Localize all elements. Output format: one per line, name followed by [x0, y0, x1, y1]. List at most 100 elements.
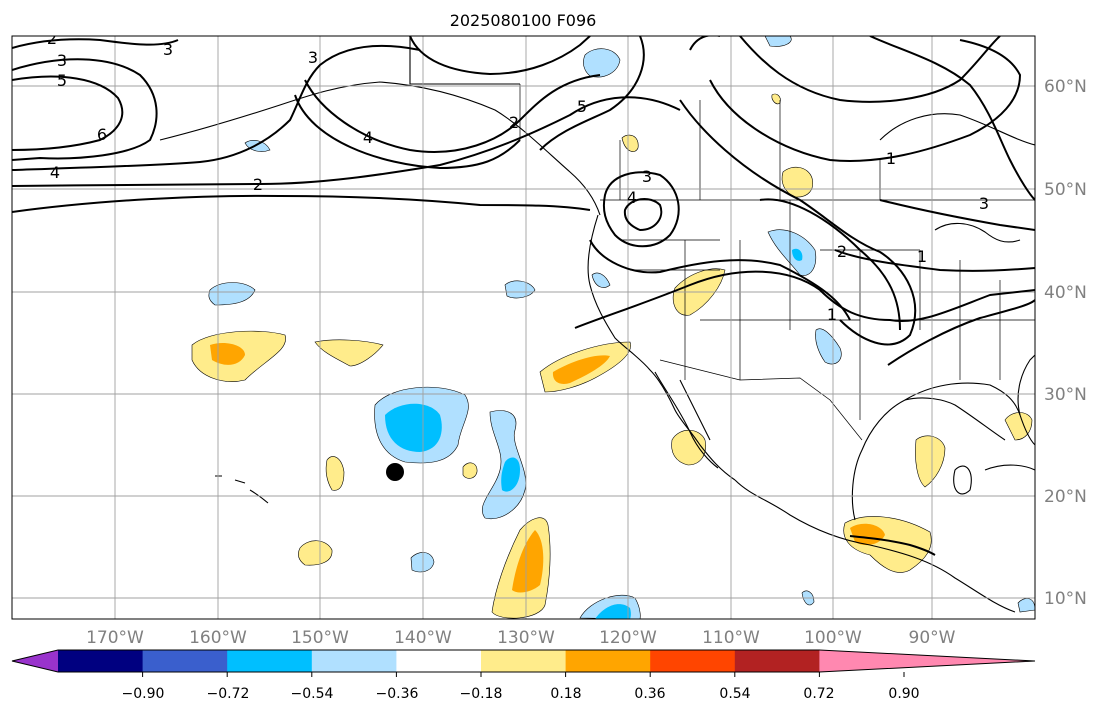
contour-line: [294, 94, 521, 170]
colorbar-segment: [142, 650, 228, 672]
contour-line: [12, 194, 591, 213]
negative-patch: [208, 282, 256, 306]
colorbar-segment: [734, 650, 820, 672]
contour-lines: [12, 36, 1035, 556]
contour-label: 3: [163, 40, 173, 59]
contour-line: [12, 58, 158, 161]
negative-patch: [1017, 598, 1035, 613]
colorbar-extend-max: [819, 650, 1035, 672]
negative-patch: [410, 552, 435, 573]
lat-label: 50°N: [1044, 180, 1087, 200]
contour-line: [12, 44, 421, 171]
contour-line: [589, 239, 851, 321]
contour-label: 2: [47, 29, 57, 48]
contour-line: [12, 96, 681, 187]
contour-label: 1: [917, 247, 927, 266]
coastline-arctic-north: [409, 36, 520, 85]
negative-patch: [815, 328, 842, 365]
colorbar-outline: [11, 649, 1036, 673]
colorbar-tick-label: −0.36: [376, 686, 419, 702]
contour-line: [689, 36, 1001, 103]
contour-line: [409, 36, 591, 76]
positive-patch: [325, 456, 345, 491]
lon-label: 140°W: [394, 628, 452, 648]
contour-line: [602, 171, 680, 248]
positive-patch-core: [552, 355, 610, 384]
contour-line: [679, 99, 917, 346]
colorbar-tick-label: 0.36: [634, 686, 665, 702]
contour-line: [879, 199, 1035, 231]
colorbar-segment: [227, 650, 313, 672]
colorbar-tick-label: −0.54: [291, 686, 334, 702]
coastline-baja: [654, 371, 719, 469]
contour-label: 3: [642, 167, 652, 186]
lon-label: 110°W: [702, 628, 760, 648]
contour-line: [12, 38, 179, 49]
lon-label: 150°W: [291, 628, 349, 648]
map-title: 2025080100 F096: [450, 11, 597, 30]
contour-line: [759, 198, 901, 331]
coastline-yucatan: [953, 465, 972, 495]
colorbar-tick-label: −0.72: [207, 686, 250, 702]
negative-patch-core: [385, 403, 442, 452]
contour-label: 4: [50, 163, 60, 182]
longitude-labels: 170°W 160°W 150°W 140°W 130°W 120°W 110°…: [86, 628, 956, 648]
positive-patch: [298, 540, 333, 566]
contour-label: 4: [363, 128, 373, 147]
graticule: [12, 36, 1035, 619]
colorbar: [11, 649, 1036, 677]
contour-label: 5: [57, 71, 67, 90]
negative-anomaly-shading: [208, 36, 1035, 619]
coastline-us-west: [587, 214, 736, 481]
contour-label: 3: [57, 51, 67, 70]
colorbar-tick-label: −0.90: [122, 686, 165, 702]
lon-label: 90°W: [909, 628, 956, 648]
contour-line: [869, 36, 1035, 201]
state-borders: [620, 200, 1035, 420]
colorbar-segment: [396, 650, 482, 672]
contour-label: 6: [97, 125, 107, 144]
colorbar-tick-label: 0.90: [888, 686, 919, 702]
lat-label: 30°N: [1044, 385, 1087, 405]
contour-label: 2: [509, 113, 519, 132]
political-borders: [519, 84, 1035, 441]
colorbar-segment: [311, 650, 397, 672]
negative-patch-core: [792, 248, 803, 261]
positive-patch: [781, 166, 813, 198]
map-area: 2 3 5 6 4 3 5 4 2 3 3 4 1 2 1 1 3 2: [12, 29, 1035, 619]
lon-label: 130°W: [497, 628, 555, 648]
positive-patch: [1004, 412, 1033, 441]
coastline-great-lakes: [934, 222, 1021, 243]
negative-patch: [767, 229, 817, 276]
lon-label: 160°W: [189, 628, 247, 648]
contour-label-group: 2 3 5 6 4 3 5 4 2 3 3 4 1 2 1 1 3 2: [47, 29, 989, 324]
negative-patch-core: [595, 604, 631, 619]
canada-province-borders: [619, 100, 881, 200]
negative-patch-core: [501, 457, 520, 492]
positive-patch: [462, 462, 478, 479]
lon-label: 100°W: [804, 628, 862, 648]
coastline-hudson: [879, 113, 1035, 146]
positive-patch: [314, 339, 384, 367]
contour-line: [849, 535, 936, 556]
contour-line: [887, 299, 1035, 366]
map-frame: [11, 35, 1036, 620]
lat-label: 20°N: [1044, 487, 1087, 507]
us-mexico-border: [659, 359, 863, 441]
colorbar-tick-label: 0.18: [550, 686, 581, 702]
contour-line: [12, 75, 124, 151]
contour-line: [539, 36, 645, 151]
positive-patch-core: [512, 530, 544, 593]
contour-line: [709, 39, 1022, 162]
negative-patch: [583, 48, 621, 78]
coastline-mexico: [734, 397, 1016, 613]
negative-patch: [591, 272, 611, 288]
lon-label: 170°W: [86, 628, 144, 648]
contour-label: 2: [837, 242, 847, 261]
colorbar-segment: [565, 650, 651, 672]
positive-patch: [915, 435, 946, 488]
coastline-east: [1017, 354, 1035, 416]
coastline-cuba: [984, 464, 1035, 471]
colorbar-segment: [58, 650, 144, 672]
contour-label: 3: [979, 194, 989, 213]
